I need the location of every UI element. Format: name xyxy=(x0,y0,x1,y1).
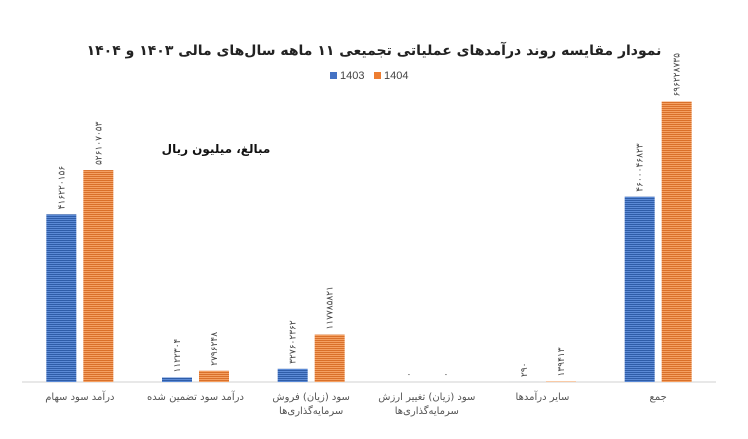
category-label-5: جمع xyxy=(650,392,667,403)
bar-1404-5 xyxy=(661,101,692,383)
data-label-1404-1: ۲۷۹۶۲۴۸ xyxy=(210,332,220,366)
data-label-1404-4: ۱۳۹۴۱۳ xyxy=(557,347,567,376)
bars xyxy=(46,101,692,383)
legend-label-1: 1404 xyxy=(384,70,408,82)
category-labels: درآمد سود سهام درآمد سود تضمین شده سود (زی… xyxy=(45,390,667,417)
data-label-1404-3: ۰ xyxy=(441,372,451,377)
data-labels: ۴۱۶۲۲۰۱۵۶ ۵۲۶۱۰۷۰۵۳ ۱۱۲۲۳۰۴ ۲۷۹۶۲۴۸ ۳۲۷۶۰۲۳۶… xyxy=(57,53,682,377)
chart-title: نمودار مقایسه روند درآمدهای عملیاتی تجمی… xyxy=(87,41,662,59)
category-label-1: درآمد سود تضمین شده xyxy=(147,390,244,403)
legend-swatch-0 xyxy=(330,72,337,79)
bar-1404-1 xyxy=(199,370,229,382)
data-label-1403-1: ۱۱۲۲۳۰۴ xyxy=(173,338,183,372)
bar-1404-2 xyxy=(314,334,345,382)
data-label-1403-0: ۴۱۶۲۲۰۱۵۶ xyxy=(57,166,67,210)
bar-1403-2 xyxy=(277,368,308,382)
data-label-1403-2: ۳۲۷۶۰۲۳۶۲ xyxy=(289,320,299,364)
category-label-0: درآمد سود سهام xyxy=(45,390,114,403)
category-label-2: سود (زیان) فروش سرمایه‌گذاری‌ها xyxy=(272,392,350,417)
data-label-1404-5: ۶۹۶۲۲۸۷۳۵ xyxy=(673,53,683,97)
chart-legend: 1403 1404 xyxy=(330,70,408,82)
data-label-1404-2: ۱۱۷۷۸۵۸۲۱ xyxy=(326,286,336,330)
data-label-1403-5: ۴۶۰۰۰۴۶۸۲۳ xyxy=(636,143,646,192)
bar-1403-1 xyxy=(162,377,192,382)
bar-1403-0 xyxy=(46,214,77,382)
data-label-1404-0: ۵۲۶۱۰۷۰۵۳ xyxy=(94,121,104,165)
data-label-1403-3: ۰ xyxy=(404,372,414,377)
category-label-3: سود (زیان) تغییر ارزش سرمایه‌گذاری‌ها xyxy=(378,392,475,417)
bar-1404-0 xyxy=(83,170,114,382)
legend-swatch-1 xyxy=(374,72,381,79)
chart-note: مبالغ، میلیون ریال xyxy=(162,142,271,157)
category-label-4: سایر درآمدها xyxy=(516,390,570,403)
bar-1403-5 xyxy=(624,196,655,382)
bar-1404-4 xyxy=(546,381,576,382)
legend-label-0: 1403 xyxy=(340,70,364,82)
data-label-1403-4: ۲۹۰ xyxy=(520,362,530,377)
